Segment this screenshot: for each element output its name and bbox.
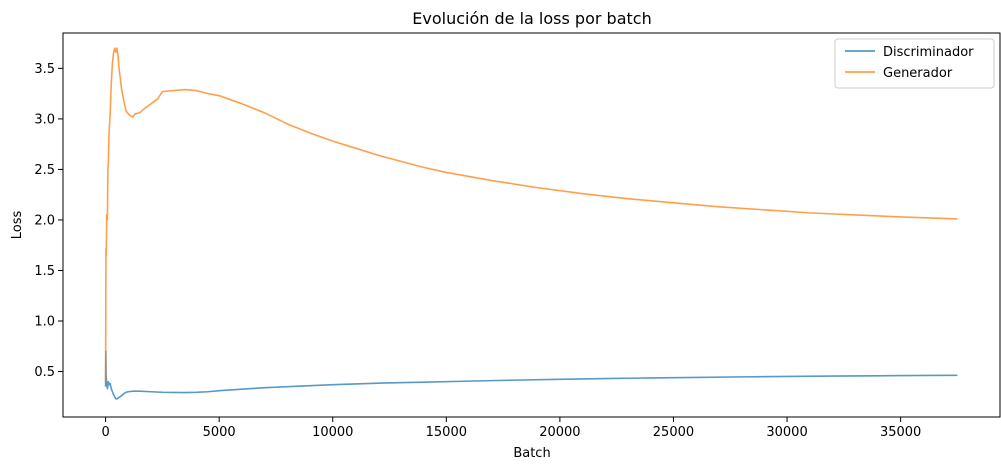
- x-tick-label: 20000: [539, 425, 580, 440]
- x-tick-label: 0: [101, 425, 109, 440]
- x-tick-label: 10000: [312, 425, 353, 440]
- y-tick-label: 0.5: [34, 365, 55, 380]
- y-tick-label: 1.0: [34, 315, 55, 330]
- x-tick-label: 30000: [766, 425, 807, 440]
- x-tick-label: 25000: [653, 425, 694, 440]
- plot-area: [104, 47, 958, 400]
- x-tick-label: 15000: [426, 425, 467, 440]
- y-axis-label: Loss: [10, 211, 25, 240]
- legend-label-generador: Generador: [883, 66, 953, 81]
- x-axis-label: Batch: [513, 446, 550, 461]
- y-tick-label: 2.5: [34, 163, 55, 178]
- y-tick-label: 2.0: [34, 213, 55, 228]
- legend-label-discriminador: Discriminador: [883, 45, 974, 60]
- x-tick-label: 35000: [880, 425, 921, 440]
- legend: Discriminador Generador: [834, 38, 995, 89]
- chart-title: Evolución de la loss por batch: [412, 9, 651, 28]
- x-axis: 0 5000 10000 15000 20000 25000 30000 35000: [101, 417, 921, 440]
- series-line-generador: [104, 47, 958, 382]
- y-tick-label: 1.5: [34, 264, 55, 279]
- series-line-discriminador: [104, 350, 958, 400]
- y-axis: 0.5 1.0 1.5 2.0 2.5 3.0 3.5: [34, 62, 63, 380]
- x-tick-label: 5000: [203, 425, 236, 440]
- y-tick-label: 3.5: [34, 62, 55, 77]
- y-tick-label: 3.0: [34, 112, 55, 127]
- plot-frame: [62, 32, 1001, 418]
